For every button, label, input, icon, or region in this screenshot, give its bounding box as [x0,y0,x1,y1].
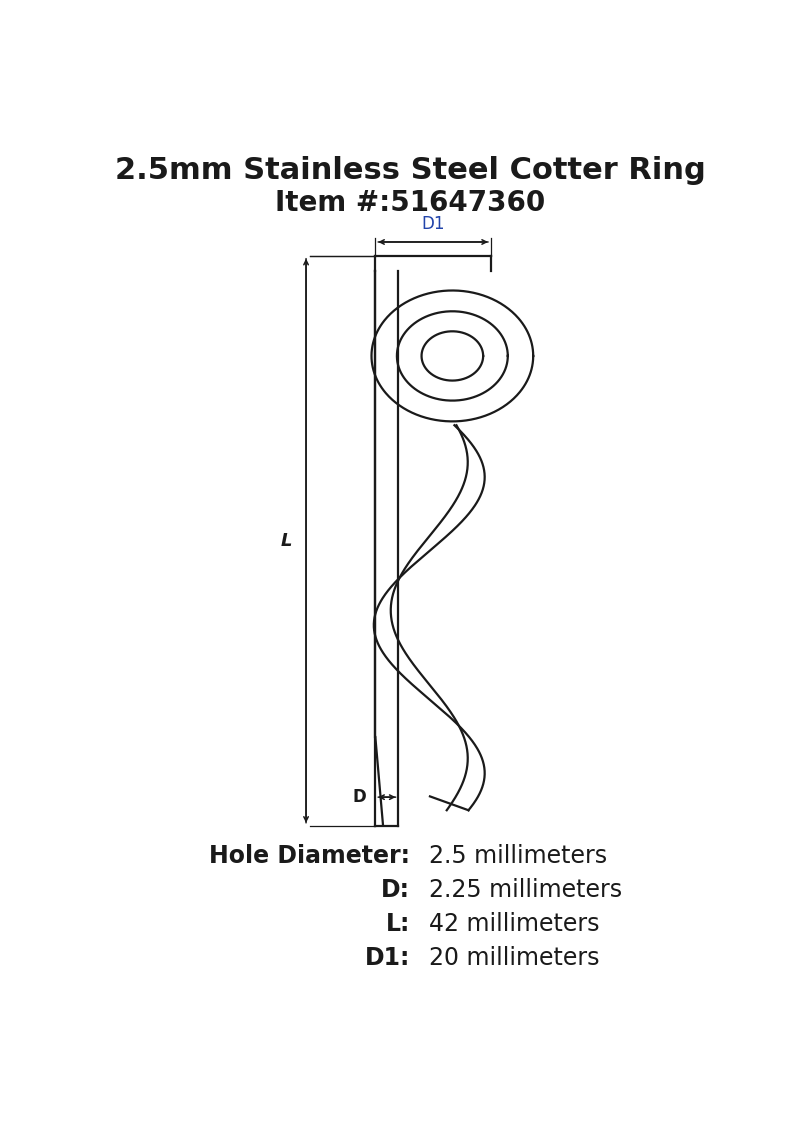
Text: D: D [352,788,366,806]
Text: Item #:51647360: Item #:51647360 [275,189,545,217]
Text: 2.5mm Stainless Steel Cotter Ring: 2.5mm Stainless Steel Cotter Ring [114,156,706,184]
Text: L: L [281,532,292,550]
Text: 20 millimeters: 20 millimeters [430,946,600,970]
Text: 2.5 millimeters: 2.5 millimeters [430,845,607,869]
Text: 2.25 millimeters: 2.25 millimeters [430,879,622,903]
Text: Hole Diameter:: Hole Diameter: [209,845,410,869]
Text: D1: D1 [422,215,445,233]
Text: D:: D: [381,879,410,903]
Text: D1:: D1: [365,946,410,970]
Text: 42 millimeters: 42 millimeters [430,913,600,936]
Text: L:: L: [386,913,410,936]
